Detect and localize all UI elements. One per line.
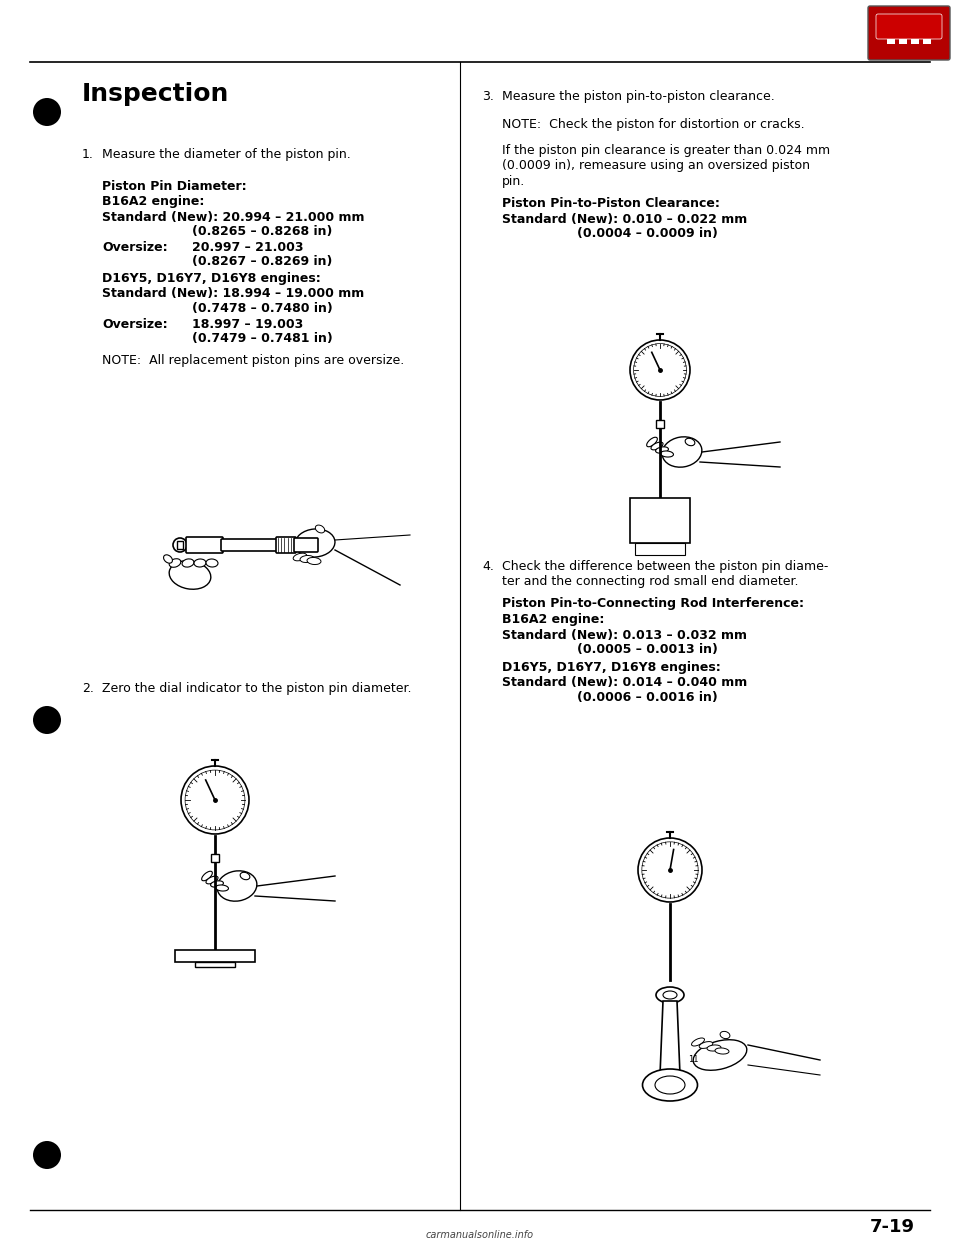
Text: (0.0009 in), remeasure using an oversized piston: (0.0009 in), remeasure using an oversize… xyxy=(502,159,810,173)
Text: Inspection: Inspection xyxy=(82,82,229,106)
Polygon shape xyxy=(660,1001,680,1076)
Ellipse shape xyxy=(307,558,321,565)
Bar xyxy=(211,854,219,862)
Text: Standard (New): 18.994 – 19.000 mm: Standard (New): 18.994 – 19.000 mm xyxy=(102,287,364,301)
Ellipse shape xyxy=(169,560,211,589)
Ellipse shape xyxy=(217,871,257,902)
Ellipse shape xyxy=(720,1031,730,1038)
Ellipse shape xyxy=(240,872,250,879)
Ellipse shape xyxy=(699,1042,713,1048)
Text: Measure the piston pin-to-piston clearance.: Measure the piston pin-to-piston clearan… xyxy=(502,89,775,103)
Text: Piston Pin-to-Piston Clearance:: Piston Pin-to-Piston Clearance: xyxy=(502,197,720,210)
Ellipse shape xyxy=(715,1048,729,1054)
Ellipse shape xyxy=(647,437,658,447)
Text: NOTE:  All replacement piston pins are oversize.: NOTE: All replacement piston pins are ov… xyxy=(102,354,404,366)
Bar xyxy=(887,39,895,43)
Bar xyxy=(911,39,919,43)
FancyBboxPatch shape xyxy=(876,14,942,39)
Text: Standard (New): 20.994 – 21.000 mm: Standard (New): 20.994 – 21.000 mm xyxy=(102,211,365,224)
Text: B16A2 engine:: B16A2 engine: xyxy=(102,195,204,209)
Bar xyxy=(630,498,690,543)
FancyBboxPatch shape xyxy=(868,6,950,60)
Ellipse shape xyxy=(169,559,180,568)
Bar xyxy=(195,963,235,968)
Ellipse shape xyxy=(182,559,194,568)
Text: Piston Pin-to-Connecting Rod Interference:: Piston Pin-to-Connecting Rod Interferenc… xyxy=(502,597,804,611)
Text: Check the difference between the piston pin diame-: Check the difference between the piston … xyxy=(502,560,828,573)
FancyBboxPatch shape xyxy=(276,537,296,553)
Text: (0.8267 – 0.8269 in): (0.8267 – 0.8269 in) xyxy=(192,256,332,268)
Ellipse shape xyxy=(300,555,314,563)
Text: (0.0005 – 0.0013 in): (0.0005 – 0.0013 in) xyxy=(577,643,718,656)
Ellipse shape xyxy=(293,553,307,561)
Text: Oversize:: Oversize: xyxy=(102,241,168,255)
Ellipse shape xyxy=(206,559,218,568)
Ellipse shape xyxy=(206,876,218,884)
Text: Zero the dial indicator to the piston pin diameter.: Zero the dial indicator to the piston pi… xyxy=(102,682,412,696)
Text: 2.: 2. xyxy=(82,682,94,696)
Circle shape xyxy=(33,98,61,125)
Text: 20.997 – 21.003: 20.997 – 21.003 xyxy=(192,241,303,255)
Ellipse shape xyxy=(215,886,228,891)
Text: 4.: 4. xyxy=(482,560,493,573)
Ellipse shape xyxy=(655,1076,685,1094)
Text: 18.997 – 19.003: 18.997 – 19.003 xyxy=(192,318,303,330)
Ellipse shape xyxy=(691,1038,705,1046)
FancyBboxPatch shape xyxy=(186,537,223,553)
Text: (0.0006 – 0.0016 in): (0.0006 – 0.0016 in) xyxy=(577,691,718,703)
Text: Measure the diameter of the piston pin.: Measure the diameter of the piston pin. xyxy=(102,148,350,161)
Ellipse shape xyxy=(662,437,702,467)
Bar xyxy=(656,420,664,428)
Text: If the piston pin clearance is greater than 0.024 mm: If the piston pin clearance is greater t… xyxy=(502,144,830,156)
Text: (0.0004 – 0.0009 in): (0.0004 – 0.0009 in) xyxy=(577,227,718,240)
Ellipse shape xyxy=(656,447,668,453)
Text: 1.: 1. xyxy=(82,148,94,161)
Ellipse shape xyxy=(295,529,335,558)
FancyBboxPatch shape xyxy=(294,538,318,551)
Text: (0.7479 – 0.7481 in): (0.7479 – 0.7481 in) xyxy=(192,332,333,345)
Text: pin.: pin. xyxy=(502,175,525,188)
Ellipse shape xyxy=(656,987,684,1004)
Text: carmanualsonline.info: carmanualsonline.info xyxy=(426,1230,534,1240)
Circle shape xyxy=(630,340,690,400)
Circle shape xyxy=(33,705,61,734)
Text: 3.: 3. xyxy=(482,89,493,103)
Text: Oversize:: Oversize: xyxy=(102,318,168,330)
Ellipse shape xyxy=(685,438,695,446)
Text: 11: 11 xyxy=(688,1054,699,1064)
Ellipse shape xyxy=(663,991,677,999)
Ellipse shape xyxy=(693,1040,747,1071)
Text: Standard (New): 0.014 – 0.040 mm: Standard (New): 0.014 – 0.040 mm xyxy=(502,676,747,689)
Ellipse shape xyxy=(651,442,663,450)
Text: B16A2 engine:: B16A2 engine: xyxy=(502,614,605,626)
Ellipse shape xyxy=(315,525,324,533)
Text: (0.8265 – 0.8268 in): (0.8265 – 0.8268 in) xyxy=(192,226,332,238)
Ellipse shape xyxy=(642,1069,698,1100)
Text: Piston Pin Diameter:: Piston Pin Diameter: xyxy=(102,180,247,193)
Text: 7-19: 7-19 xyxy=(870,1218,915,1236)
Circle shape xyxy=(181,766,249,833)
Ellipse shape xyxy=(210,881,224,887)
Text: Standard (New): 0.013 – 0.032 mm: Standard (New): 0.013 – 0.032 mm xyxy=(502,628,747,642)
Text: D16Y5, D16Y7, D16Y8 engines:: D16Y5, D16Y7, D16Y8 engines: xyxy=(102,272,321,284)
Ellipse shape xyxy=(660,451,674,457)
Text: D16Y5, D16Y7, D16Y8 engines:: D16Y5, D16Y7, D16Y8 engines: xyxy=(502,661,721,673)
Ellipse shape xyxy=(163,555,173,563)
Circle shape xyxy=(638,838,702,902)
Text: Standard (New): 0.010 – 0.022 mm: Standard (New): 0.010 – 0.022 mm xyxy=(502,212,747,226)
Bar xyxy=(635,543,685,555)
Ellipse shape xyxy=(707,1045,721,1051)
Bar xyxy=(899,39,907,43)
Text: (0.7478 – 0.7480 in): (0.7478 – 0.7480 in) xyxy=(192,302,333,315)
Ellipse shape xyxy=(202,871,212,881)
Bar xyxy=(175,950,255,963)
FancyBboxPatch shape xyxy=(221,539,278,551)
Text: NOTE:  Check the piston for distortion or cracks.: NOTE: Check the piston for distortion or… xyxy=(502,118,804,130)
Text: ter and the connecting rod small end diameter.: ter and the connecting rod small end dia… xyxy=(502,575,799,589)
Bar xyxy=(177,542,183,549)
Ellipse shape xyxy=(194,559,206,568)
Circle shape xyxy=(33,1141,61,1169)
Bar xyxy=(923,39,931,43)
